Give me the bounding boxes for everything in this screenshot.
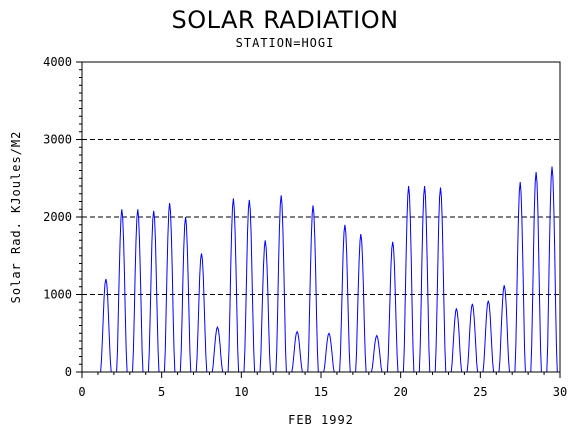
chart-subtitle: STATION=HOGI <box>235 36 335 50</box>
y-tick-label: 0 <box>65 365 72 379</box>
daily-radiation-pulse <box>321 332 337 373</box>
x-tick-label: 5 <box>158 385 165 399</box>
daily-radiation-pulse <box>258 240 273 373</box>
x-tick-label: 25 <box>473 385 487 399</box>
daily-radiation-pulse <box>98 278 114 373</box>
daily-radiation-pulse <box>305 205 321 373</box>
daily-radiation-pulse <box>385 241 400 373</box>
series-group <box>97 166 560 373</box>
x-axis-label: FEB 1992 <box>288 413 354 427</box>
daily-radiation-pulse <box>369 334 384 373</box>
daily-radiation-pulse <box>433 187 448 373</box>
x-tick-label: 15 <box>314 385 328 399</box>
daily-radiation-pulse <box>465 303 480 373</box>
daily-radiation-pulse <box>481 300 496 373</box>
daily-radiation-pulse <box>242 199 257 373</box>
x-tick-label: 20 <box>393 385 407 399</box>
daily-radiation-pulse <box>513 182 528 373</box>
chart-title: SOLAR RADIATION <box>171 6 399 34</box>
daily-radiation-pulse <box>417 185 432 373</box>
daily-radiation-pulse <box>497 285 512 373</box>
y-tick-label: 1000 <box>43 288 72 302</box>
y-tick-label: 3000 <box>43 133 72 147</box>
daily-radiation-pulse <box>544 166 560 373</box>
daily-radiation-pulse <box>353 234 368 373</box>
daily-radiation-pulse <box>162 202 177 373</box>
daily-radiation-pulse <box>289 330 305 373</box>
daily-radiation-pulse <box>114 209 129 373</box>
daily-radiation-pulse <box>210 325 225 373</box>
y-tick-label: 2000 <box>43 210 72 224</box>
daily-radiation-pulse <box>146 210 161 373</box>
daily-radiation-pulse <box>449 308 464 373</box>
y-tick-label: 4000 <box>43 55 72 69</box>
daily-radiation-pulse <box>194 253 209 373</box>
x-tick-label: 10 <box>234 385 248 399</box>
daily-radiation-pulse <box>401 185 416 373</box>
daily-radiation-pulse <box>178 216 193 373</box>
y-axis: 0 1000 2000 3000 4000 <box>43 55 82 379</box>
daily-radiation-pulse <box>274 195 289 373</box>
daily-radiation-pulse <box>337 224 353 373</box>
grid-lines <box>82 61 560 295</box>
plot-frame <box>81 61 561 373</box>
x-tick-label: 30 <box>553 385 567 399</box>
y-axis-label: Solar Rad. KJoules/M2 <box>9 131 23 304</box>
x-tick-label: 0 <box>78 385 85 399</box>
x-axis: 0 5 10 15 20 25 30 <box>78 372 567 399</box>
daily-radiation-pulse <box>528 171 544 373</box>
daily-radiation-pulse <box>130 209 145 373</box>
daily-radiation-pulse <box>226 198 241 373</box>
